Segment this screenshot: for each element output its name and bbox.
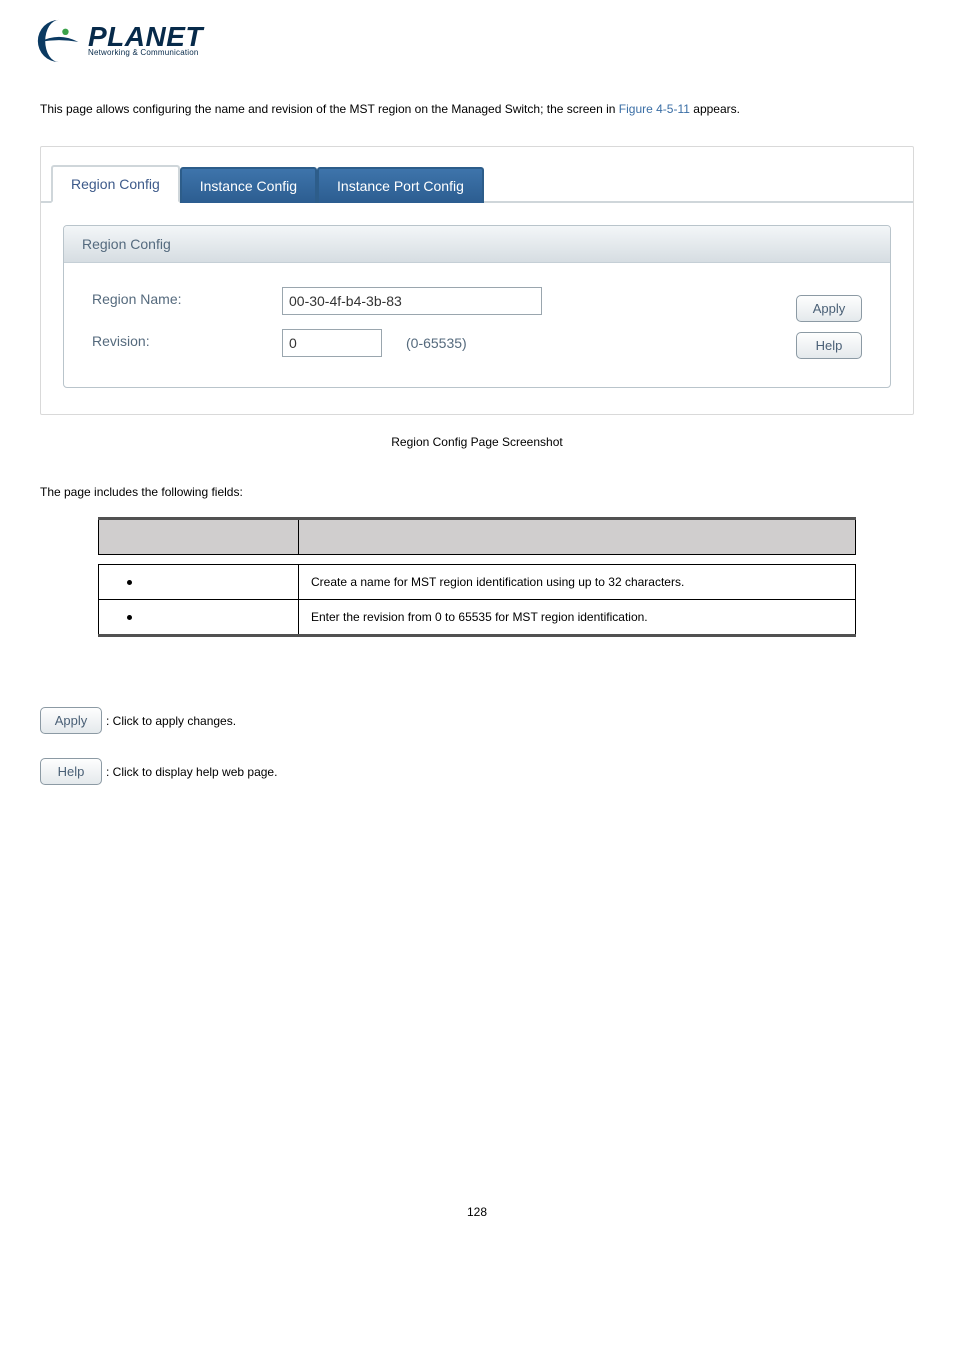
region-config-card: Region Config Region Name: Revision: (0-… (63, 225, 891, 388)
table-cell-object (99, 565, 299, 600)
logo-text: PLANET Networking & Communication (88, 25, 203, 58)
page-number: 128 (40, 1205, 914, 1219)
logo-swoosh-icon (36, 18, 82, 64)
apply-button-sample[interactable]: Apply (40, 707, 102, 734)
apply-button-label: Apply (813, 301, 846, 316)
table-row: Create a name for MST region identificat… (99, 565, 856, 600)
tab-label: Instance Port Config (337, 178, 464, 194)
table-header-object (99, 519, 299, 555)
table-header-description (299, 519, 856, 555)
intro-suffix: appears. (690, 102, 740, 116)
fields-table: Create a name for MST region identificat… (98, 517, 856, 637)
tab-label: Instance Config (200, 178, 297, 194)
tab-instance-port-config[interactable]: Instance Port Config (317, 167, 484, 203)
revision-range-note: (0-65535) (406, 335, 467, 351)
help-button-label: Help (816, 338, 843, 353)
bullet-icon (127, 615, 132, 620)
help-button-sample[interactable]: Help (40, 758, 102, 785)
fields-intro: The page includes the following fields: (40, 485, 914, 499)
table-cell-object (99, 600, 299, 636)
card-header: Region Config (64, 226, 890, 263)
revision-input[interactable] (282, 329, 382, 357)
help-sample-label: Help (58, 764, 85, 779)
apply-sample-label: Apply (55, 713, 88, 728)
apply-explain-text: : Click to apply changes. (106, 714, 236, 728)
intro-prefix: This page allows configuring the name an… (40, 102, 619, 116)
logo-tagline: Networking & Communication (88, 48, 203, 57)
table-row: Enter the revision from 0 to 65535 for M… (99, 600, 856, 636)
config-panel: Region Config Instance Config Instance P… (40, 146, 914, 415)
intro-paragraph: This page allows configuring the name an… (40, 100, 914, 118)
logo-block: PLANET Networking & Communication (36, 18, 914, 64)
apply-explain-row: Apply : Click to apply changes. (40, 707, 914, 734)
table-cell-description: Enter the revision from 0 to 65535 for M… (299, 600, 856, 636)
help-button[interactable]: Help (796, 332, 862, 359)
tab-row: Region Config Instance Config Instance P… (41, 147, 913, 203)
tab-label: Region Config (71, 176, 160, 192)
label-revision: Revision: (92, 329, 282, 349)
tab-instance-config[interactable]: Instance Config (180, 167, 317, 203)
logo-word: PLANET (88, 25, 203, 49)
region-name-input[interactable] (282, 287, 542, 315)
bullet-icon (127, 580, 132, 585)
table-cell-description: Create a name for MST region identificat… (299, 565, 856, 600)
help-explain-row: Help : Click to display help web page. (40, 758, 914, 785)
tab-region-config[interactable]: Region Config (51, 165, 180, 203)
help-explain-text: : Click to display help web page. (106, 765, 277, 779)
screenshot-caption: Region Config Page Screenshot (40, 435, 914, 449)
apply-button[interactable]: Apply (796, 295, 862, 322)
label-region-name: Region Name: (92, 287, 282, 307)
figure-reference: Figure 4-5-11 (619, 102, 690, 116)
